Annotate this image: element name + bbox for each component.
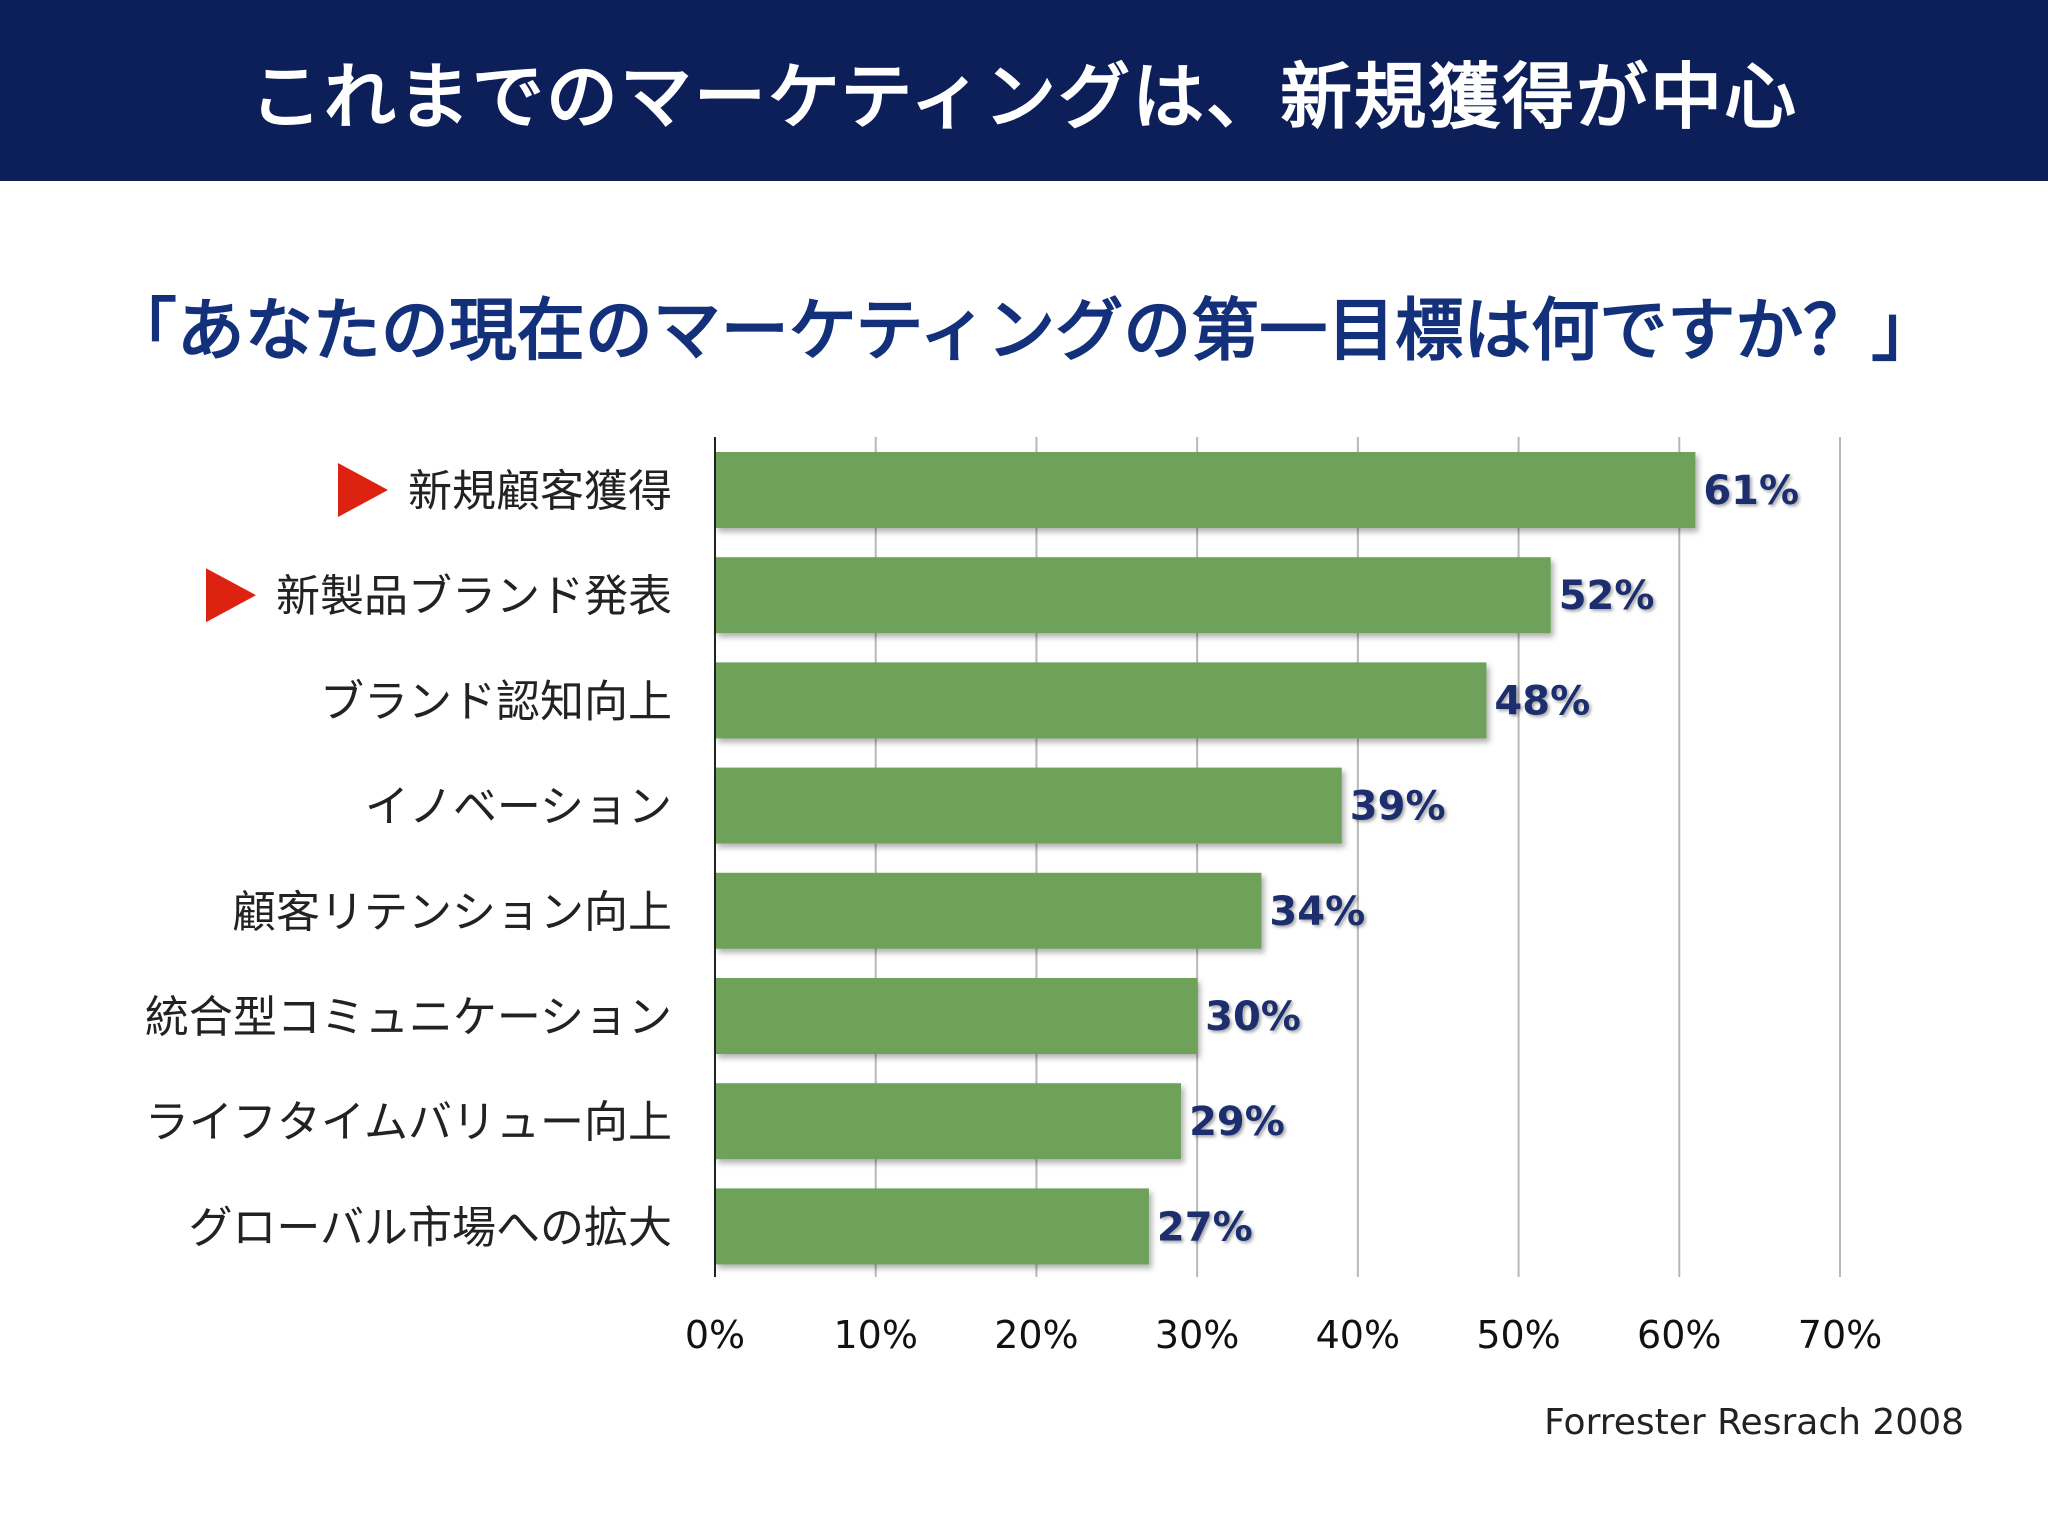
value-label: 48% xyxy=(1494,678,1590,724)
value-label: 34% xyxy=(1269,889,1365,935)
x-tick-label: 40% xyxy=(1316,1313,1400,1357)
x-tick-label: 50% xyxy=(1476,1313,1560,1357)
x-tick-label: 0% xyxy=(685,1313,745,1357)
x-tick-label: 30% xyxy=(1155,1313,1239,1357)
bar xyxy=(715,557,1551,634)
category-label: 顧客リテンション向上 xyxy=(232,887,672,938)
header-bar: これまでのマーケティングは、新規獲得が中心 xyxy=(0,0,2048,181)
category-label: ブランド認知向上 xyxy=(320,676,672,727)
bar xyxy=(715,662,1487,739)
category-label: 新規顧客獲得 xyxy=(408,466,672,517)
x-tick-label: 60% xyxy=(1637,1313,1721,1357)
bar xyxy=(715,978,1198,1054)
source-citation: Forrester Resrach 2008 xyxy=(1544,1402,1964,1443)
value-label: 52% xyxy=(1559,573,1655,619)
bars xyxy=(715,452,1696,1265)
x-tick-label: 20% xyxy=(994,1313,1078,1357)
red-triangle-icon xyxy=(338,463,388,517)
category-label: 新製品ブランド発表 xyxy=(276,571,672,622)
category-label: 統合型コミュニケーション xyxy=(145,992,672,1043)
value-label: 61% xyxy=(1703,468,1799,514)
value-label: 39% xyxy=(1350,784,1446,830)
bar xyxy=(715,767,1342,844)
value-label: 27% xyxy=(1157,1204,1253,1250)
bar xyxy=(715,872,1262,949)
x-tick-label: 70% xyxy=(1798,1313,1882,1357)
bar xyxy=(715,452,1696,528)
bar xyxy=(715,1188,1149,1265)
category-label: グローバル市場への拡大 xyxy=(188,1202,672,1253)
x-tick-label: 10% xyxy=(833,1313,917,1357)
page-title: これまでのマーケティングは、新規獲得が中心 xyxy=(249,55,1799,139)
chart-question-title: 「あなたの現在のマーケティングの第一目標は何ですか？」 xyxy=(108,292,1940,371)
red-triangle-icon xyxy=(206,568,256,623)
category-label: ライフタイムバリュー向上 xyxy=(145,1097,672,1148)
value-label: 29% xyxy=(1189,1099,1285,1145)
category-label: イノベーション xyxy=(365,782,672,833)
value-label: 30% xyxy=(1205,994,1301,1040)
bar xyxy=(715,1083,1182,1160)
labels: 0% 10% 20% 30% 40% 50% 60% 70% 61% 新規顧客獲得 52% 新製品ブラ… xyxy=(145,463,1882,1357)
